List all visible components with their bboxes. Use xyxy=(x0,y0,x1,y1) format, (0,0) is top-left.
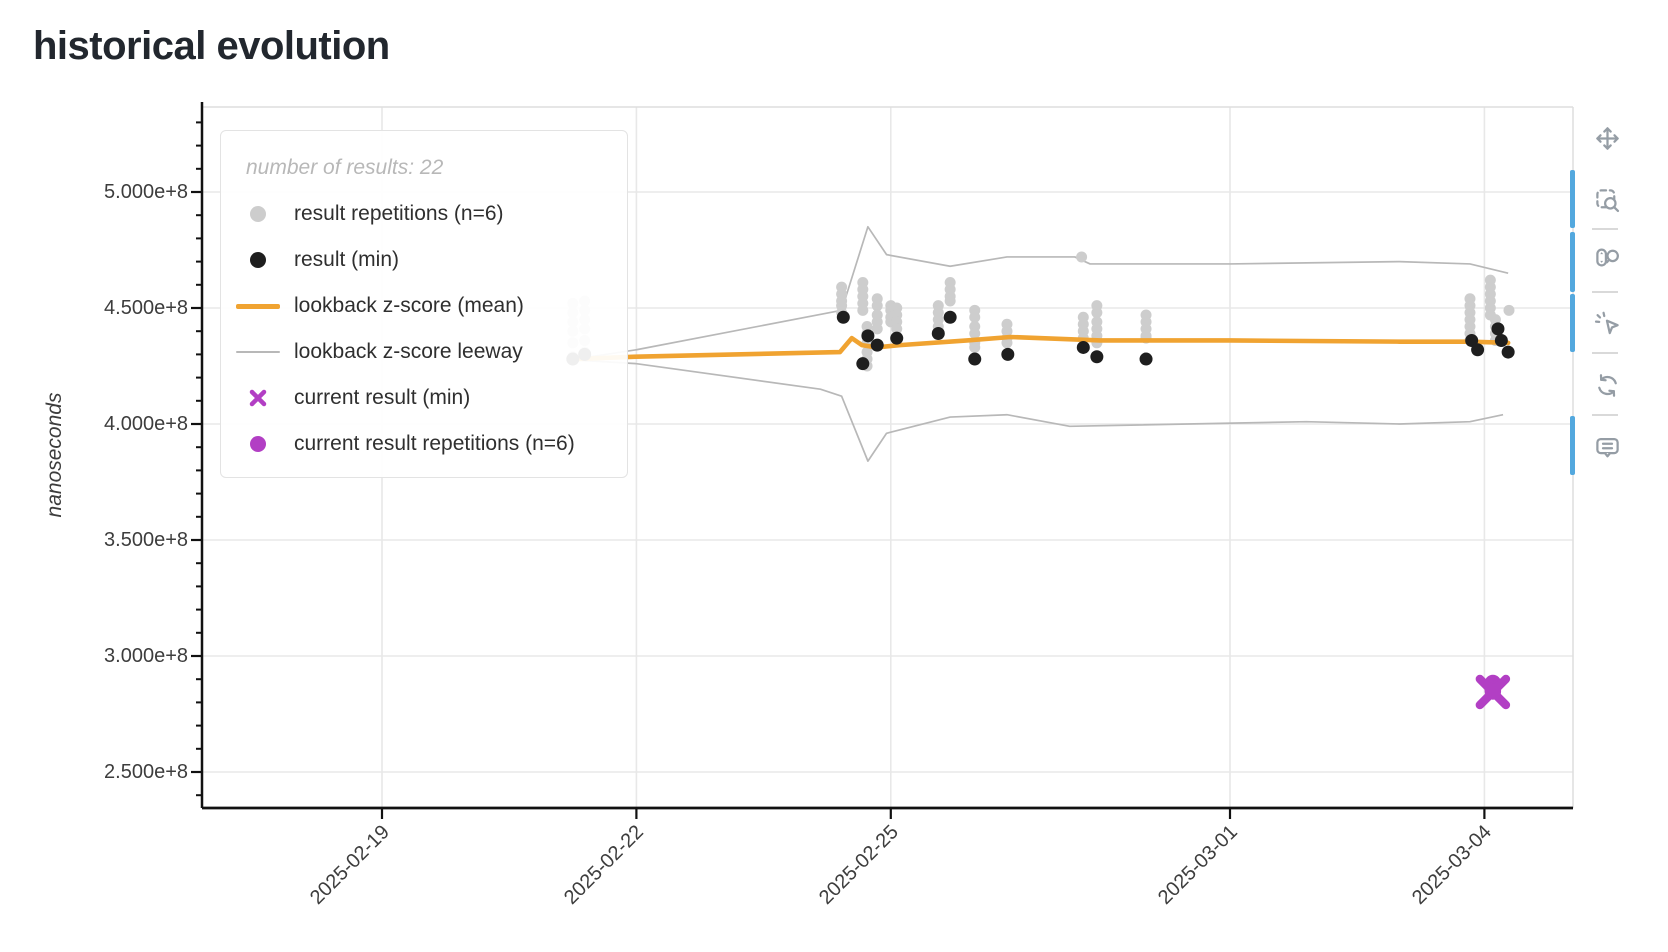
toolbar-separator xyxy=(1592,414,1618,416)
legend-item-label: lookback z-score (mean) xyxy=(294,294,524,317)
current-result-marker xyxy=(1475,674,1511,710)
black-dot-marker-icon xyxy=(249,252,266,268)
y-axis-label: nanoseconds xyxy=(43,392,66,518)
tap-select-tool-button[interactable] xyxy=(1588,304,1626,342)
legend-item-label: current result repetitions (n=6) xyxy=(294,432,575,455)
legend-item-label: result repetitions (n=6) xyxy=(294,202,504,225)
legend-item-label: result (min) xyxy=(294,248,400,271)
orange-line-marker-icon xyxy=(235,303,280,309)
legend-item-result-min: result (min) xyxy=(221,237,627,283)
legend-item-lookback-leeway: lookback z-score leeway xyxy=(221,329,627,375)
gray-dot-marker-icon xyxy=(249,206,266,222)
legend-item-current-repetitions: current result repetitions (n=6) xyxy=(221,421,627,467)
reset-tool-button[interactable] xyxy=(1588,366,1626,404)
lookback-leeway-lines xyxy=(575,225,1509,462)
active-tool-indicator xyxy=(1570,416,1575,475)
tap-select-icon xyxy=(1594,311,1619,334)
gray-line-marker-icon xyxy=(235,351,280,353)
reset-icon xyxy=(1597,373,1617,397)
pan-icon xyxy=(1595,126,1619,150)
wheel-zoom-icon xyxy=(1595,248,1619,266)
plot-title: historical evolution xyxy=(33,24,390,68)
x-marker-icon xyxy=(249,389,266,407)
toolbar-separator xyxy=(1592,228,1618,230)
pan-tool-button[interactable] xyxy=(1588,119,1626,157)
legend: number of results: 22 result repetitions… xyxy=(220,130,628,478)
magenta-dot-marker-icon xyxy=(249,436,266,452)
active-tool-indicator xyxy=(1570,294,1575,352)
toolbar-separator xyxy=(1592,291,1618,293)
box-zoom-tool-button[interactable] xyxy=(1588,181,1626,219)
legend-item-result-repetitions: result repetitions (n=6) xyxy=(221,191,627,237)
legend-item-lookback-mean: lookback z-score (mean) xyxy=(221,283,627,329)
legend-item-current-min: current result (min) xyxy=(221,375,627,421)
toolbar-separator xyxy=(1592,352,1618,354)
legend-header: number of results: 22 xyxy=(246,156,444,179)
active-tool-indicator xyxy=(1570,232,1575,292)
bokeh-toolbar xyxy=(1586,108,1630,488)
hover-tool-button[interactable] xyxy=(1588,428,1626,466)
wheel-zoom-tool-button[interactable] xyxy=(1588,238,1626,276)
active-tool-indicator xyxy=(1570,170,1575,228)
hover-icon xyxy=(1595,437,1619,457)
box-zoom-icon xyxy=(1595,188,1619,212)
legend-item-label: current result (min) xyxy=(294,386,471,409)
axes xyxy=(191,102,1573,819)
lookback-mean-line xyxy=(573,334,1511,362)
legend-item-label: lookback z-score leeway xyxy=(294,340,523,363)
